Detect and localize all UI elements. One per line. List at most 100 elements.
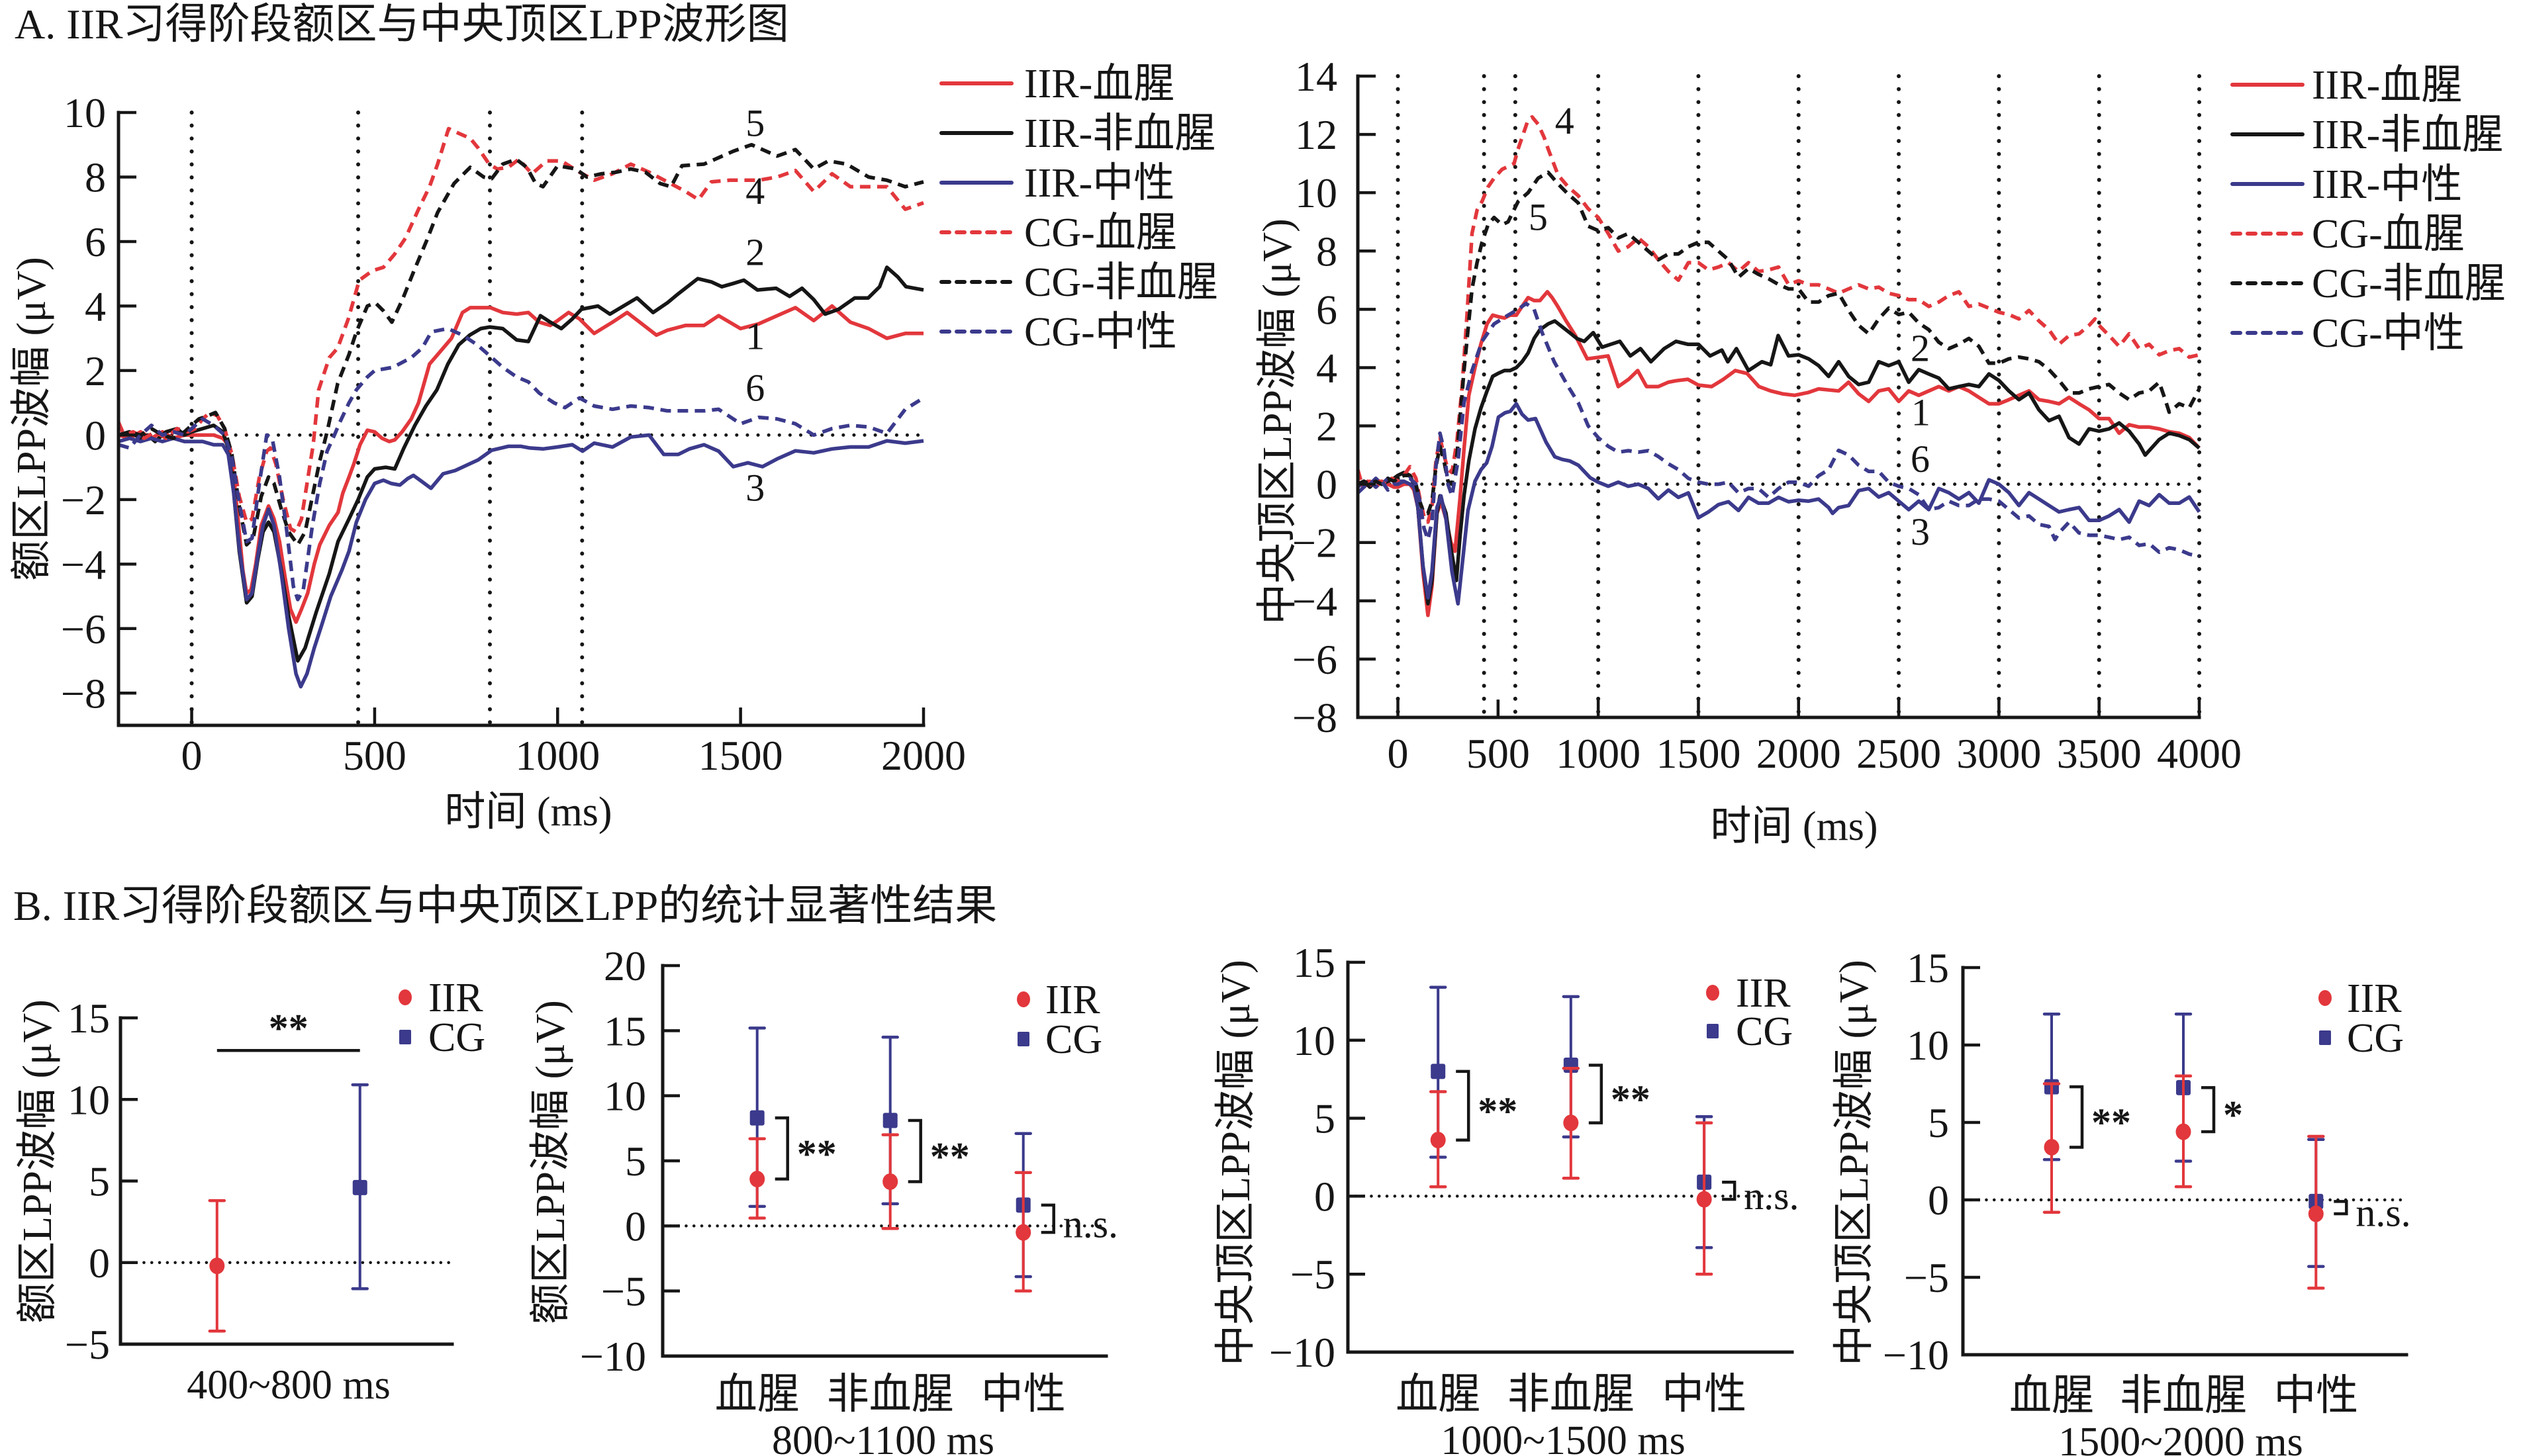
- legend-item-cg: CG: [2319, 1016, 2404, 1061]
- mean-marker-circle: [1430, 1132, 1446, 1149]
- legend-marker-circle: [1706, 985, 1719, 1001]
- legend-marker-circle: [1017, 991, 1030, 1007]
- significance-label: **: [269, 1006, 309, 1050]
- y-tick-label: −6: [1292, 636, 1337, 683]
- x-tick-label: 1500: [1656, 730, 1740, 777]
- reference-lines: [117, 111, 926, 727]
- point-iir: [881, 1133, 899, 1230]
- x-axis-title: 时间 (ms): [1710, 804, 1878, 849]
- y-axis-title: 额区LPP波幅 (μV): [528, 1000, 573, 1324]
- legend-item-cg: CG: [1707, 1009, 1793, 1054]
- significance-label: *: [2223, 1093, 2243, 1137]
- mean-marker-circle: [882, 1173, 898, 1190]
- legend-label: IIR-非血腥: [2312, 113, 2503, 158]
- curve-number-label: 6: [745, 366, 765, 409]
- y-tick-label: −8: [61, 670, 106, 717]
- significance-bracket: [1722, 1180, 1736, 1201]
- legend-label: CG-血腥: [2312, 212, 2465, 257]
- y-tick-label: 5: [89, 1158, 110, 1205]
- point-iir: [208, 1199, 226, 1333]
- significance-label: **: [2091, 1101, 2131, 1144]
- legend-item-cg-nonbloody: CG-非血腥: [939, 260, 1218, 305]
- mean-marker-circle: [1563, 1115, 1579, 1132]
- category-label: 血腥: [715, 1371, 800, 1418]
- significance-bracket: [1456, 1069, 1470, 1142]
- legend-marker-circle: [399, 989, 412, 1005]
- legend-marker-square: [1707, 1024, 1719, 1038]
- section-b-title: B. IIR习得阶段额区与中央顶区LPP的统计显著性结果: [13, 882, 997, 929]
- legend-label: IIR-中性: [1024, 161, 1174, 206]
- y-tick-label: 0: [89, 1240, 110, 1287]
- curve-number-label: 5: [745, 102, 765, 145]
- legend-marker-square: [2319, 1030, 2331, 1045]
- axes: −10 −5 0 5 10 15 20: [580, 942, 1108, 1380]
- significance: **: [216, 1006, 360, 1052]
- x-tick-label: 2000: [881, 732, 966, 779]
- x-axis-title: 1000~1500 ms: [1441, 1418, 1685, 1456]
- y-tick-label: −10: [1269, 1329, 1335, 1376]
- y-tick-label: 2: [1316, 403, 1337, 450]
- y-tick-label: 15: [604, 1007, 646, 1054]
- data-points: [1429, 985, 1713, 1276]
- point-iir: [1429, 1090, 1447, 1189]
- significance-label: n.s.: [1744, 1174, 1799, 1218]
- y-tick-label: −5: [1904, 1254, 1949, 1301]
- category-label: 非血腥: [2120, 1372, 2247, 1419]
- legend-label: IIR: [1736, 971, 1791, 1016]
- x-tick-label: 1500: [698, 732, 783, 779]
- mean-marker-circle: [749, 1171, 765, 1188]
- y-tick-label: 0: [1316, 461, 1337, 508]
- significance: ** ** n.s.: [1456, 1064, 1799, 1218]
- category-labels: 血腥 非血腥 中性: [1396, 1371, 1746, 1418]
- series-line-iir-neutral: [1356, 402, 2201, 606]
- legend-label: CG-非血腥: [1024, 260, 1218, 305]
- y-tick-label: 10: [64, 89, 106, 136]
- y-tick-label: 15: [1907, 944, 1949, 991]
- x-tick-label: 0: [181, 732, 203, 779]
- legend-label: CG-中性: [2312, 311, 2465, 356]
- data-points: [2042, 1012, 2325, 1290]
- curve-number-label: 4: [745, 169, 765, 212]
- curve-number-label: 1: [1911, 391, 1930, 434]
- category-label: 非血腥: [1507, 1371, 1635, 1418]
- series-line-cg-nonbloody: [1356, 170, 2201, 516]
- significance-label: n.s.: [1063, 1203, 1118, 1246]
- legend-item-iir-neutral: IIR-中性: [2230, 162, 2462, 207]
- significance-bracket: [1588, 1064, 1603, 1124]
- series-line-cg-bloody: [117, 126, 924, 534]
- legend-item-cg-neutral: CG-中性: [939, 310, 1177, 355]
- x-tick-label: 4000: [2157, 730, 2242, 777]
- y-tick-label: 20: [604, 942, 646, 989]
- y-tick-label: −5: [65, 1321, 110, 1368]
- frontal-lpp-waveform-chart: −8 −6 −4 −2 0 2 4 6 8 10 0 500 1000 1500 2000 5 4 2 1 6 3 IIR…: [9, 62, 1218, 835]
- y-tick-label: 12: [1295, 111, 1337, 158]
- significance-label: **: [1478, 1089, 1517, 1133]
- significance: ** *n.s.: [2069, 1085, 2411, 1235]
- legend-label: CG-中性: [1024, 310, 1177, 355]
- y-tick-label: −8: [1292, 694, 1337, 741]
- significance-bracket: [2201, 1086, 2216, 1134]
- y-tick-label: 0: [1314, 1173, 1335, 1220]
- category-label: 中性: [981, 1371, 1066, 1418]
- y-tick-label: 5: [1314, 1095, 1335, 1142]
- legend-item-iir-nonbloody: IIR-非血腥: [2230, 113, 2503, 158]
- legend-item-cg-neutral: CG-中性: [2230, 311, 2465, 356]
- legend-label: IIR-中性: [2312, 162, 2462, 207]
- y-tick-label: 5: [625, 1138, 646, 1185]
- mean-marker-circle: [2175, 1123, 2191, 1140]
- y-tick-label: −6: [61, 606, 106, 653]
- y-axis-title: 额区LPP波幅 (μV): [9, 257, 54, 581]
- legend-item-iir-nonbloody: IIR-非血腥: [939, 111, 1215, 156]
- series-line-iir-neutral: [118, 433, 924, 689]
- category-labels: 血腥 非血腥 中性: [2009, 1372, 2358, 1419]
- y-tick-label: −4: [61, 541, 106, 588]
- significance-bracket: [2069, 1085, 2084, 1149]
- mean-marker-circle: [1016, 1224, 1031, 1241]
